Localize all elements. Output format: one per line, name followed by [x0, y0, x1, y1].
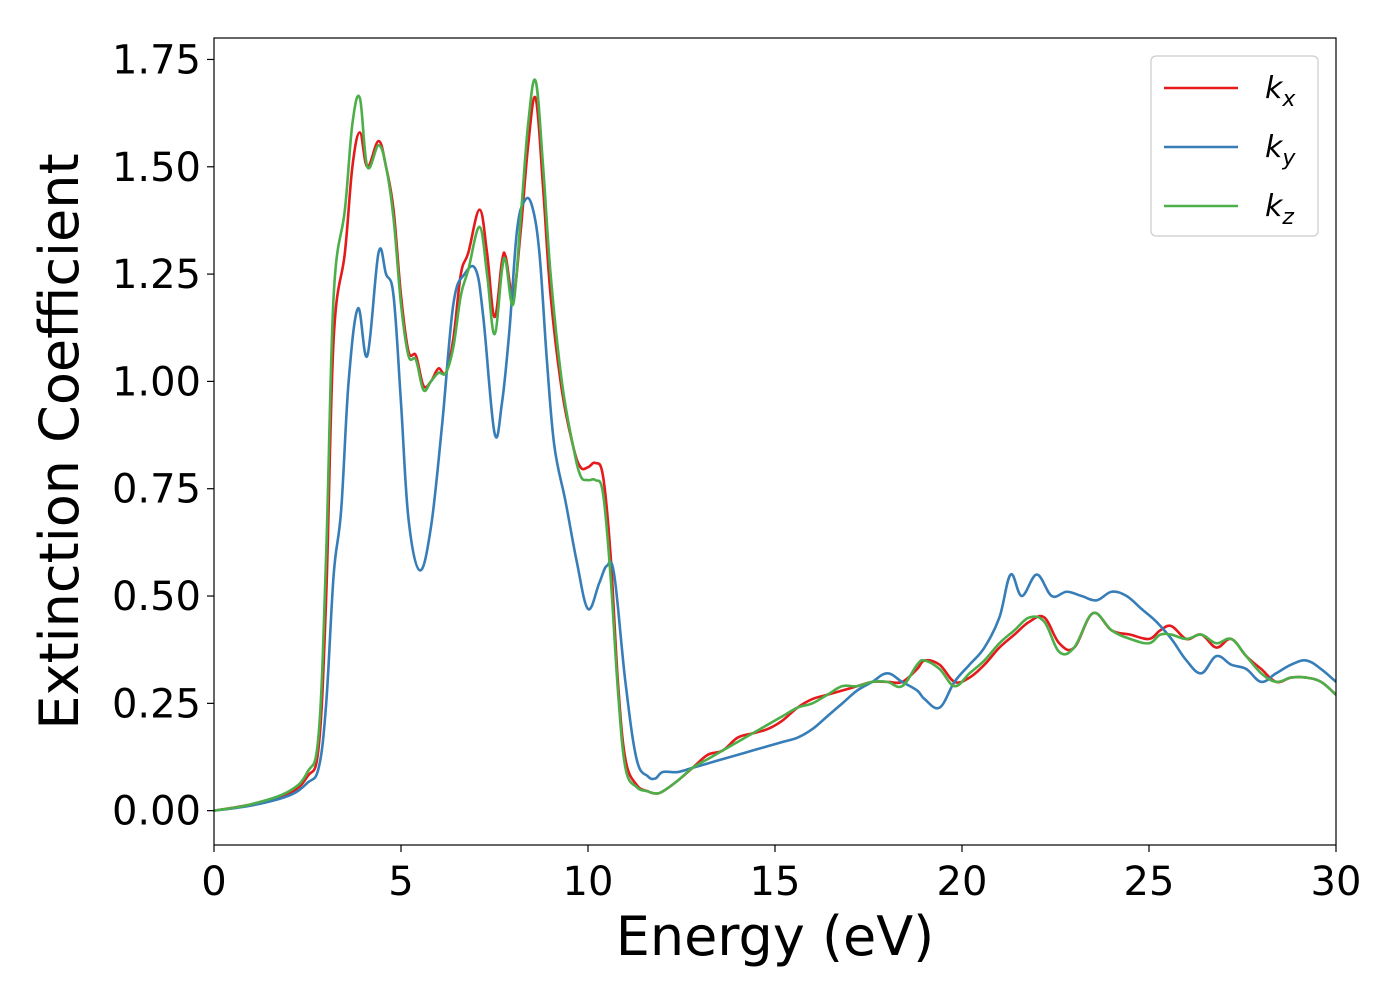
x-axis-ticks: 0 5 10 15 20 25 30 [201, 845, 1361, 905]
y-tick-label: 1.00 [112, 359, 201, 405]
x-tick-label: 25 [1124, 859, 1175, 905]
y-axis-ticks: 0.00 0.25 0.50 0.75 1.00 1.25 1.50 1.75 [112, 37, 214, 835]
series-line-kz [214, 78, 1336, 812]
legend-label-kz: kz [1265, 189, 1294, 230]
x-tick-label: 30 [1311, 859, 1362, 905]
series-layer [214, 78, 1336, 812]
y-tick-label: 0.50 [112, 574, 201, 620]
legend-label-ky: ky [1265, 130, 1296, 171]
y-tick-label: 0.75 [112, 467, 201, 513]
x-tick-label: 0 [201, 859, 226, 905]
x-tick-label: 20 [937, 859, 988, 905]
x-tick-label: 10 [563, 859, 614, 905]
x-axis-title: Energy (eV) [616, 905, 935, 968]
x-tick-label: 5 [388, 859, 413, 905]
y-tick-label: 1.75 [112, 37, 201, 83]
series-line-ky [214, 196, 1336, 812]
x-tick-label: 15 [750, 859, 801, 905]
y-axis-title: Extinction Coefficient [28, 153, 91, 729]
y-tick-label: 1.25 [112, 252, 201, 298]
legend-label-kx: kx [1265, 71, 1296, 112]
y-tick-label: 0.25 [112, 681, 201, 727]
y-tick-label: 0.00 [112, 789, 201, 835]
legend: kx ky kz [1150, 55, 1319, 237]
y-tick-label: 1.50 [112, 145, 201, 191]
